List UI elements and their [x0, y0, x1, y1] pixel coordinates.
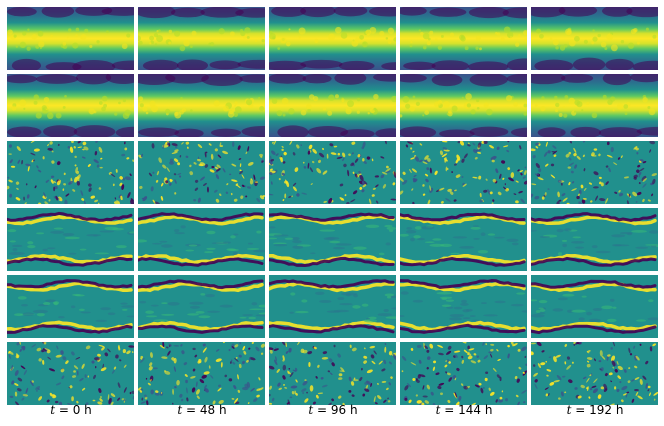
- field-panel: [400, 275, 527, 338]
- field-image: [7, 342, 134, 405]
- field-panel: [531, 74, 658, 137]
- field-image: [7, 74, 134, 137]
- field-image: [138, 141, 265, 204]
- time-label: t = 192 h: [531, 403, 659, 417]
- time-variable: t: [435, 403, 441, 417]
- time-variable: t: [50, 403, 56, 417]
- field-image: [269, 342, 396, 405]
- field-panel: [400, 74, 527, 137]
- time-label: t = 48 h: [138, 403, 266, 417]
- field-image: [138, 208, 265, 271]
- time-value: 48 h: [199, 403, 227, 417]
- field-image: [400, 275, 527, 338]
- field-panel: [400, 342, 527, 405]
- field-panel: [7, 275, 134, 338]
- time-variable: t: [177, 403, 183, 417]
- time-value: 96 h: [330, 403, 358, 417]
- field-panel: [138, 141, 265, 204]
- field-image: [269, 7, 396, 70]
- field-image: [138, 74, 265, 137]
- field-panel: [400, 208, 527, 271]
- time-equals: =: [313, 403, 331, 417]
- field-panel: [531, 208, 658, 271]
- time-value: 192 h: [589, 403, 624, 417]
- field-image: [7, 141, 134, 204]
- field-panel: [269, 74, 396, 137]
- time-value: 0 h: [72, 403, 92, 417]
- time-variable: t: [308, 403, 314, 417]
- field-image: [531, 74, 658, 137]
- field-panel: [531, 275, 658, 338]
- field-image: [400, 7, 527, 70]
- field-image: [531, 275, 658, 338]
- field-image: [138, 7, 265, 70]
- field-image: [400, 342, 527, 405]
- field-image: [400, 208, 527, 271]
- field-panel: [269, 7, 396, 70]
- field-image: [269, 141, 396, 204]
- field-image: [400, 141, 527, 204]
- field-image: [531, 141, 658, 204]
- time-label: t = 144 h: [400, 403, 528, 417]
- field-panel: [138, 7, 265, 70]
- field-image: [269, 208, 396, 271]
- time-equals: =: [182, 403, 200, 417]
- field-panel: [7, 7, 134, 70]
- field-panel: [400, 141, 527, 204]
- time-value: 144 h: [458, 403, 493, 417]
- field-panel: [269, 208, 396, 271]
- field-panel: [531, 7, 658, 70]
- field-image: [138, 342, 265, 405]
- field-panel: [138, 208, 265, 271]
- field-panel: [269, 275, 396, 338]
- field-image: [138, 275, 265, 338]
- field-image: [7, 208, 134, 271]
- time-equals: =: [571, 403, 590, 417]
- field-panel: [7, 342, 134, 405]
- time-label: t = 96 h: [269, 403, 397, 417]
- field-panel: [269, 342, 396, 405]
- field-panel: [7, 74, 134, 137]
- field-image: [7, 275, 134, 338]
- field-image: [400, 74, 527, 137]
- field-panel: [400, 7, 527, 70]
- field-image: [531, 7, 658, 70]
- time-variable: t: [566, 403, 572, 417]
- field-panel: [531, 342, 658, 405]
- field-panel: [138, 275, 265, 338]
- time-label: t = 0 h: [7, 403, 135, 417]
- field-panel: [531, 141, 658, 204]
- field-panel: [7, 141, 134, 204]
- field-image: [531, 342, 658, 405]
- field-image: [269, 74, 396, 137]
- field-image: [7, 7, 134, 70]
- time-equals: =: [440, 403, 459, 417]
- field-panel: [138, 342, 265, 405]
- time-equals: =: [55, 403, 73, 417]
- field-image: [269, 275, 396, 338]
- field-image: [531, 208, 658, 271]
- field-panel: [138, 74, 265, 137]
- field-panel: [269, 141, 396, 204]
- field-panel: [7, 208, 134, 271]
